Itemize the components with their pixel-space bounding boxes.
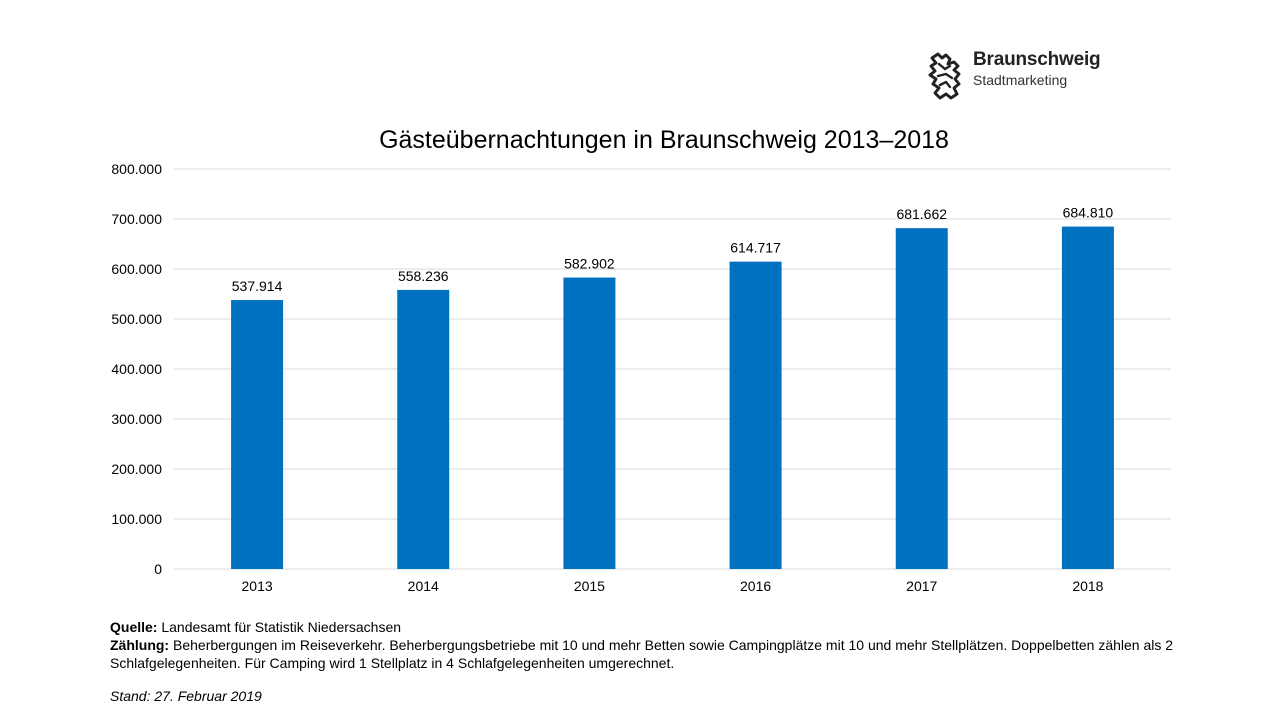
count-text: Beherbergungen im Reiseverkehr. Beherber… [110,637,1174,671]
data-label: 558.236 [398,268,449,284]
y-tick-label: 500.000 [111,311,162,327]
source-text: Landesamt für Statistik Niedersachsen [161,619,402,635]
stand-date: Stand: 27. Februar 2019 [110,688,262,704]
data-label: 614.717 [730,240,781,256]
data-label: 537.914 [232,278,283,294]
x-tick-label: 2016 [740,578,771,594]
chart-title: Gästeübernachtungen in Braunschweig 2013… [379,126,949,154]
x-tick-label: 2015 [574,578,605,594]
y-tick-label: 400.000 [111,361,162,377]
source-line: Quelle: Landesamt für Statistik Niedersa… [110,618,1220,636]
bars [231,226,1114,569]
x-tick-label: 2017 [906,578,937,594]
logo-subtitle: Stadtmarketing [973,72,1068,88]
y-tick-label: 100.000 [111,511,162,527]
source-label: Quelle: [110,619,158,635]
x-tick-label: 2018 [1072,578,1103,594]
bar [729,261,782,569]
count-line: Zählung: Beherbergungen im Reiseverkehr.… [110,636,1220,672]
y-tick-label: 200.000 [111,461,162,477]
y-tick-label: 300.000 [111,411,162,427]
y-tick-label: 0 [154,561,162,577]
x-tick-label: 2013 [242,578,273,594]
footer-notes: Quelle: Landesamt für Statistik Niedersa… [110,618,1220,672]
bar [895,228,948,569]
bar [231,300,284,569]
data-label: 681.662 [896,206,947,222]
lion-crest-icon [928,52,961,100]
count-label: Zählung: [110,637,170,653]
logo-name: Braunschweig [973,49,1101,70]
bar [397,289,450,569]
x-tick-label: 2014 [408,578,439,594]
y-tick-label: 700.000 [111,211,162,227]
bar [1061,226,1114,569]
y-tick-label: 800.000 [111,161,162,177]
data-label: 684.810 [1063,205,1114,221]
bar [563,277,616,569]
y-axis-tick-labels: 0 100.000 200.000 300.000 400.000 500.000 600.… [111,161,162,577]
x-axis-tick-labels: 2013 2014 2015 2016 2017 2018 [242,578,1104,594]
y-tick-label: 600.000 [111,261,162,277]
data-label: 582.902 [564,256,615,272]
gridlines [174,168,1171,570]
data-labels: 537.914 558.236 582.902 614.717 681.662 684.8… [232,205,1114,294]
